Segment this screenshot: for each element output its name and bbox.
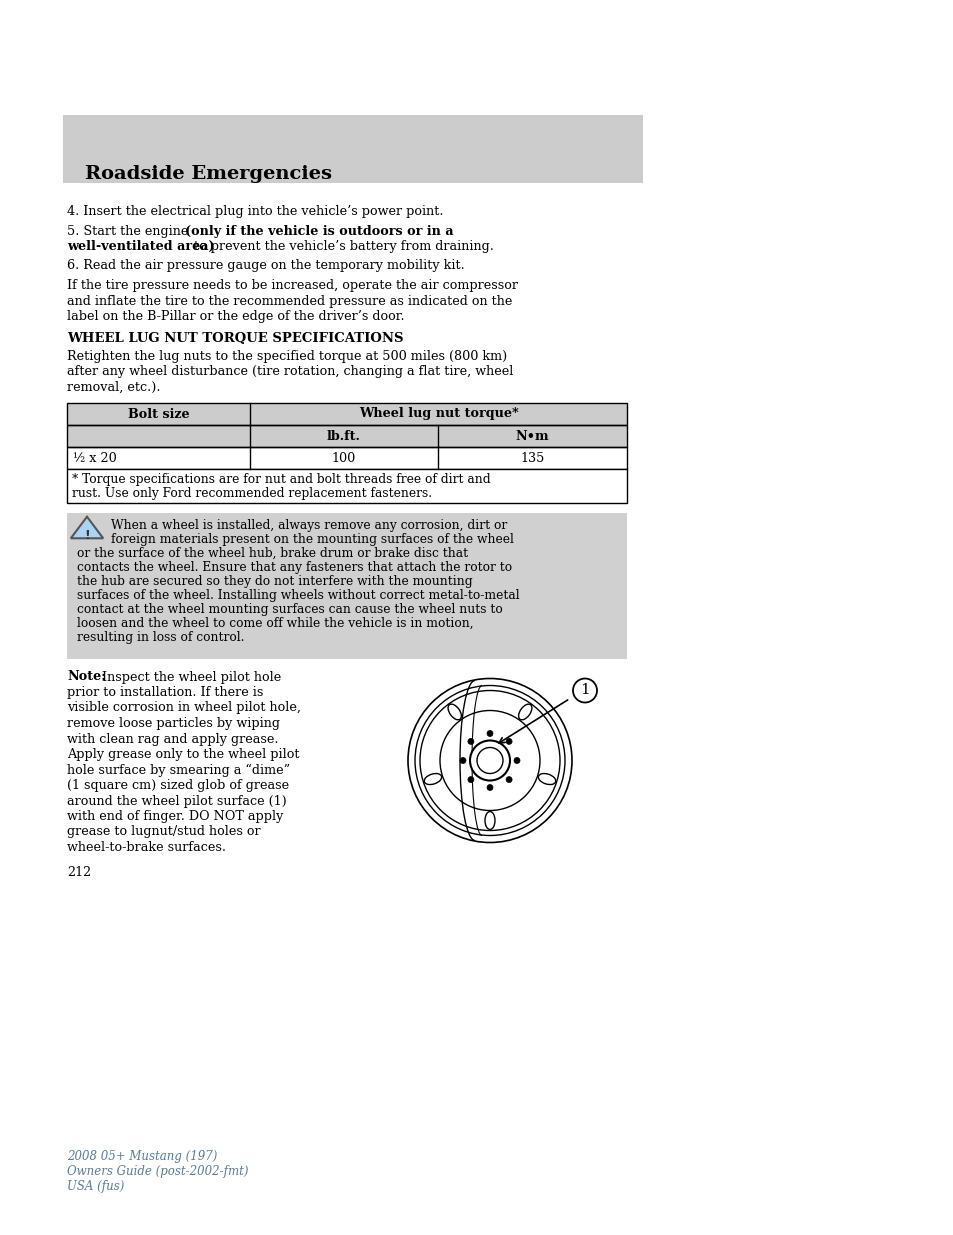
Text: (1 square cm) sized glob of grease: (1 square cm) sized glob of grease: [67, 779, 289, 792]
Text: removal, etc.).: removal, etc.).: [67, 382, 160, 394]
Text: Wheel lug nut torque*: Wheel lug nut torque*: [358, 408, 517, 420]
Text: grease to lugnut/stud holes or: grease to lugnut/stud holes or: [67, 825, 260, 839]
Text: When a wheel is installed, always remove any corrosion, dirt or: When a wheel is installed, always remove…: [111, 519, 507, 531]
Text: Retighten the lug nuts to the specified torque at 500 miles (800 km): Retighten the lug nuts to the specified …: [67, 350, 507, 363]
Circle shape: [573, 678, 597, 703]
Bar: [67, 513, 626, 658]
Text: contact at the wheel mounting surfaces can cause the wheel nuts to: contact at the wheel mounting surfaces c…: [77, 603, 502, 615]
Text: visible corrosion in wheel pilot hole,: visible corrosion in wheel pilot hole,: [67, 701, 301, 715]
Text: ½ x 20: ½ x 20: [73, 452, 116, 464]
Text: around the wheel pilot surface (1): around the wheel pilot surface (1): [67, 794, 287, 808]
Text: resulting in loss of control.: resulting in loss of control.: [77, 631, 244, 643]
Circle shape: [505, 739, 512, 745]
Text: USA (fus): USA (fus): [67, 1179, 124, 1193]
Text: the hub are secured so they do not interfere with the mounting: the hub are secured so they do not inter…: [77, 574, 472, 588]
Text: N•m: N•m: [515, 430, 549, 442]
Circle shape: [486, 784, 493, 790]
Text: loosen and the wheel to come off while the vehicle is in motion,: loosen and the wheel to come off while t…: [77, 616, 473, 630]
Text: Roadside Emergencies: Roadside Emergencies: [85, 165, 332, 183]
Circle shape: [459, 757, 465, 763]
Bar: [67, 447, 626, 468]
Text: Apply grease only to the wheel pilot: Apply grease only to the wheel pilot: [67, 748, 299, 761]
Text: 135: 135: [519, 452, 544, 464]
Text: hole surface by smearing a “dime”: hole surface by smearing a “dime”: [67, 763, 290, 777]
Polygon shape: [71, 516, 103, 538]
Text: or the surface of the wheel hub, brake drum or brake disc that: or the surface of the wheel hub, brake d…: [77, 547, 468, 559]
Text: with clean rag and apply grease.: with clean rag and apply grease.: [67, 732, 278, 746]
Text: If the tire pressure needs to be increased, operate the air compressor: If the tire pressure needs to be increas…: [67, 279, 517, 291]
Text: 4. Insert the electrical plug into the vehicle’s power point.: 4. Insert the electrical plug into the v…: [67, 205, 443, 219]
Text: wheel-to-brake surfaces.: wheel-to-brake surfaces.: [67, 841, 226, 853]
Circle shape: [467, 739, 474, 745]
Circle shape: [486, 730, 493, 736]
Text: Inspect the wheel pilot hole: Inspect the wheel pilot hole: [98, 671, 281, 683]
Text: 5. Start the engine: 5. Start the engine: [67, 225, 193, 237]
Bar: [67, 403, 626, 425]
Text: 6. Read the air pressure gauge on the temporary mobility kit.: 6. Read the air pressure gauge on the te…: [67, 259, 464, 273]
Text: 212: 212: [67, 867, 91, 879]
Bar: [67, 403, 626, 425]
Circle shape: [470, 741, 510, 781]
Text: and inflate the tire to the recommended pressure as indicated on the: and inflate the tire to the recommended …: [67, 294, 512, 308]
Text: rust. Use only Ford recommended replacement fasteners.: rust. Use only Ford recommended replacem…: [71, 488, 432, 500]
Text: label on the B-Pillar or the edge of the driver’s door.: label on the B-Pillar or the edge of the…: [67, 310, 404, 324]
Text: (only if the vehicle is outdoors or in a: (only if the vehicle is outdoors or in a: [185, 225, 453, 237]
Text: WHEEL LUG NUT TORQUE SPECIFICATIONS: WHEEL LUG NUT TORQUE SPECIFICATIONS: [67, 331, 403, 345]
Text: after any wheel disturbance (tire rotation, changing a flat tire, wheel: after any wheel disturbance (tire rotati…: [67, 366, 513, 378]
Text: with end of finger. DO NOT apply: with end of finger. DO NOT apply: [67, 810, 283, 823]
Text: surfaces of the wheel. Installing wheels without correct metal-to-metal: surfaces of the wheel. Installing wheels…: [77, 589, 519, 601]
Text: Owners Guide (post-2002-fmt): Owners Guide (post-2002-fmt): [67, 1165, 248, 1178]
Text: Bolt size: Bolt size: [128, 408, 189, 420]
Text: 100: 100: [332, 452, 355, 464]
Text: to prevent the vehicle’s battery from draining.: to prevent the vehicle’s battery from dr…: [190, 240, 494, 253]
Text: Note:: Note:: [67, 671, 106, 683]
Bar: [67, 425, 626, 447]
Text: remove loose particles by wiping: remove loose particles by wiping: [67, 718, 280, 730]
Circle shape: [514, 757, 519, 763]
Circle shape: [467, 777, 474, 783]
Text: foreign materials present on the mounting surfaces of the wheel: foreign materials present on the mountin…: [111, 532, 514, 546]
Text: prior to installation. If there is: prior to installation. If there is: [67, 685, 263, 699]
Text: * Torque specifications are for nut and bolt threads free of dirt and: * Torque specifications are for nut and …: [71, 473, 490, 487]
Text: 1: 1: [579, 683, 589, 698]
Text: 2008 05+ Mustang (197): 2008 05+ Mustang (197): [67, 1150, 217, 1163]
Text: well-ventilated area): well-ventilated area): [67, 240, 214, 253]
Bar: [63, 115, 642, 183]
Circle shape: [505, 777, 512, 783]
Text: contacts the wheel. Ensure that any fasteners that attach the rotor to: contacts the wheel. Ensure that any fast…: [77, 561, 512, 573]
Text: !: !: [84, 529, 90, 542]
Bar: [67, 425, 626, 447]
Bar: [67, 468, 626, 503]
Text: lb.ft.: lb.ft.: [327, 430, 360, 442]
